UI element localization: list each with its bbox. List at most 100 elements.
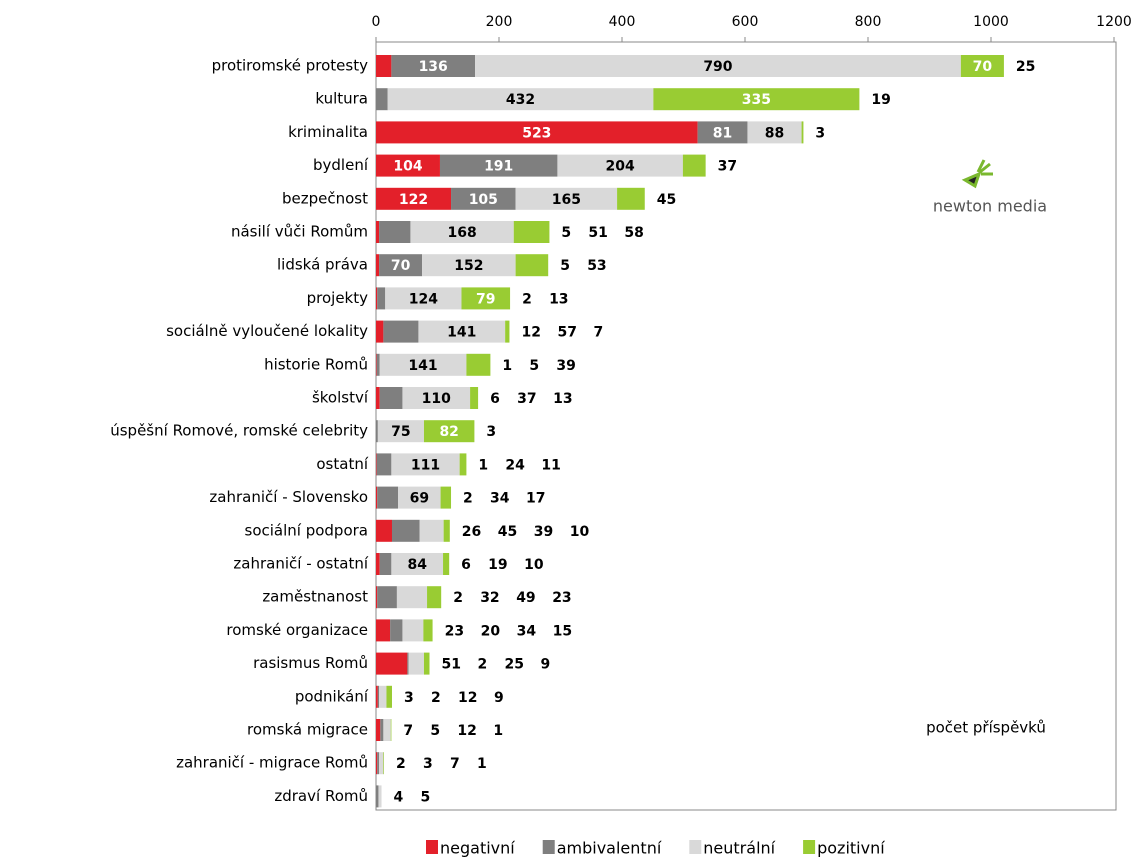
legend-label: neutrální — [703, 839, 775, 858]
bar-segment — [379, 387, 403, 409]
value-label: 104 — [393, 159, 422, 175]
x-tick-label: 400 — [609, 14, 636, 30]
value-label: 69 — [410, 491, 429, 507]
legend-swatch — [803, 840, 816, 854]
bar-segment — [376, 752, 378, 775]
bar-segment — [410, 221, 514, 243]
value-label: 70 — [391, 258, 411, 274]
bar-segment — [383, 320, 419, 343]
value-label: 19 — [871, 92, 890, 108]
bar-segment — [419, 519, 444, 542]
bar-segment — [376, 553, 380, 575]
annotation: počet příspěvků — [926, 719, 1046, 737]
bar-segment — [376, 387, 380, 409]
bar-segment — [398, 486, 441, 509]
value-label: 12 — [521, 325, 540, 341]
y-tick-label: kriminalita — [288, 123, 368, 141]
value-label: 25 — [505, 657, 524, 673]
value-label: 24 — [505, 457, 525, 473]
value-label: 23 — [552, 590, 571, 606]
value-label: 81 — [713, 125, 732, 141]
legend-label: negativní — [440, 839, 515, 858]
value-label: 26 — [462, 524, 481, 540]
bar-segment — [461, 287, 511, 310]
bar-segment — [390, 719, 392, 741]
value-label: 20 — [481, 623, 501, 639]
bar-segment — [402, 619, 424, 642]
bar-segment — [747, 121, 802, 144]
y-tick-label: zdraví Romů — [274, 787, 368, 805]
value-label: 79 — [476, 291, 495, 307]
bar-segment — [376, 254, 380, 277]
value-label: 204 — [606, 159, 635, 175]
value-label: 1 — [493, 723, 503, 739]
bar-segment — [379, 221, 411, 243]
bar-segment — [379, 685, 387, 708]
value-label: 111 — [411, 457, 440, 473]
bar-segment — [697, 121, 748, 144]
legend-label: pozitivní — [817, 839, 885, 858]
bar-segment — [653, 88, 860, 111]
value-label: 141 — [408, 358, 437, 374]
bar-segment — [422, 254, 516, 277]
bar-segment — [459, 453, 467, 476]
value-label: 37 — [718, 159, 737, 175]
value-label: 34 — [490, 491, 510, 507]
bar-segment — [402, 387, 471, 409]
value-label: 19 — [488, 557, 507, 573]
bar-segment — [376, 420, 378, 443]
bar-segment — [376, 453, 392, 476]
value-label: 2 — [463, 491, 473, 507]
bar-segment — [505, 320, 510, 343]
bar-segment — [379, 353, 467, 376]
bar-segment — [475, 55, 961, 77]
x-tick-label: 1200 — [1096, 14, 1132, 30]
bar-segment — [466, 353, 491, 376]
bar-segment — [377, 752, 380, 775]
value-label: 191 — [484, 159, 513, 175]
value-label: 57 — [557, 325, 576, 341]
bar-segment — [515, 187, 618, 210]
value-label: 45 — [657, 192, 676, 208]
bar-segment — [376, 88, 388, 111]
value-label: 1 — [478, 457, 488, 473]
value-label: 39 — [556, 358, 575, 374]
value-label: 12 — [457, 723, 476, 739]
bar-segment — [427, 586, 442, 609]
value-label: 34 — [517, 623, 537, 639]
value-label: 105 — [469, 192, 498, 208]
bar-segment — [439, 154, 558, 177]
y-tick-label: podnikání — [295, 687, 369, 705]
value-label: 152 — [454, 258, 483, 274]
bar-segment — [385, 287, 462, 310]
bar-segment — [377, 420, 424, 443]
bar-segment — [423, 619, 433, 642]
bar-segment — [391, 519, 420, 542]
y-tick-label: historie Romů — [264, 355, 368, 373]
bar-segment — [515, 254, 549, 277]
bar-segment — [376, 287, 378, 310]
bar-segment — [423, 652, 430, 675]
value-label: 53 — [587, 258, 606, 274]
bar-segment — [377, 486, 399, 509]
value-label: 10 — [570, 524, 590, 540]
bar-segment — [376, 652, 408, 675]
legend-swatch — [542, 840, 555, 854]
value-label: 5 — [529, 358, 539, 374]
value-label: 523 — [522, 125, 551, 141]
bar-segment — [391, 453, 460, 476]
logo: newton media — [933, 159, 1047, 216]
bar-segment — [383, 719, 391, 741]
value-label: 1 — [502, 358, 512, 374]
y-tick-label: ostatní — [316, 455, 368, 473]
x-tick-label: 200 — [486, 14, 513, 30]
value-label: 7 — [593, 325, 603, 341]
y-tick-label: zahraničí - migrace Romů — [176, 754, 368, 772]
y-tick-label: bezpečnost — [282, 189, 368, 207]
value-label: 3 — [423, 756, 433, 772]
logo-text: newton media — [933, 197, 1047, 216]
value-label: 23 — [445, 623, 464, 639]
bar-segment — [379, 254, 423, 277]
bar-segment — [377, 685, 380, 708]
